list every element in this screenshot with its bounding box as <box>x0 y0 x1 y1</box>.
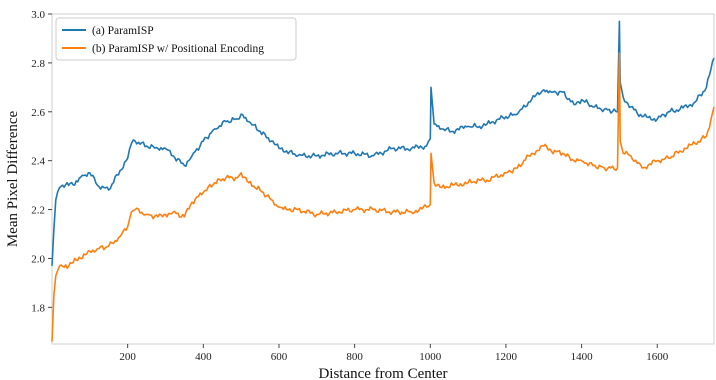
plot-area-border <box>51 13 715 345</box>
x-tick-label: 1600 <box>646 351 669 363</box>
x-tick-label: 800 <box>346 351 363 363</box>
y-tick-label: 3.0 <box>31 9 45 21</box>
y-tick-label: 2.0 <box>31 253 45 265</box>
legend-box <box>55 17 297 61</box>
series-layer <box>51 20 715 342</box>
x-tick-label: 200 <box>119 351 136 363</box>
y-tick-label: 1.8 <box>31 302 45 314</box>
legend-label-b: (b) ParamISP w/ Positional Encoding <box>92 43 264 55</box>
x-tick-label: 1000 <box>419 351 442 363</box>
y-tick-label: 2.2 <box>31 205 45 217</box>
y-axis-title: Mean Pixel Difference <box>5 110 21 247</box>
y-axis: 1.8 2.0 2.2 2.4 2.6 2.8 3.0 <box>31 9 52 314</box>
x-tick-label: 1400 <box>571 351 594 363</box>
x-tick-label: 1200 <box>495 351 518 363</box>
x-tick-label: 400 <box>195 351 212 363</box>
legend: (a) ParamISP (b) ParamISP w/ Positional … <box>55 17 297 61</box>
y-tick-label: 2.4 <box>31 156 45 168</box>
y-tick-label: 2.6 <box>31 107 45 119</box>
x-axis-title: Distance from Center <box>318 366 447 380</box>
x-axis: 200 400 600 800 1000 1200 1400 1600 <box>119 344 669 363</box>
series-line-b <box>51 52 715 342</box>
legend-label-a: (a) ParamISP <box>92 25 154 37</box>
x-tick-label: 600 <box>271 351 288 363</box>
series-line-a <box>51 20 715 266</box>
y-tick-label: 2.8 <box>31 58 45 70</box>
